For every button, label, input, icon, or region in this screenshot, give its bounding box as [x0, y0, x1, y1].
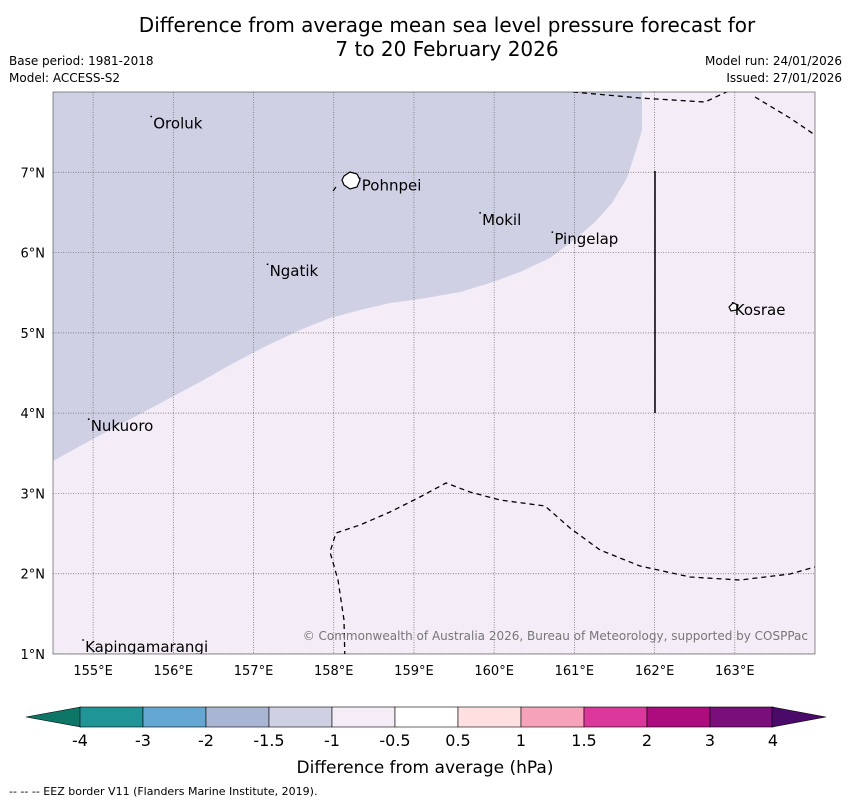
- colorbar-segment: [583, 706, 648, 728]
- colorbar-segment: [520, 706, 585, 728]
- lat-tick-label: 6°N: [21, 247, 46, 262]
- title-line-1: Difference from average mean sea level p…: [138, 13, 756, 37]
- colorbar-segment: [79, 706, 144, 728]
- map-frame: [52, 91, 816, 655]
- colorbar-tick-label: -2: [198, 731, 214, 750]
- meta-left: Base period: 1981-2018 Model: ACCESS-S2: [9, 53, 154, 87]
- place-label: Oroluk: [153, 115, 202, 133]
- lon-tick-label: 161°E: [555, 664, 595, 679]
- lon-tick-label: 155°E: [73, 664, 113, 679]
- lat-tick-label: 7°N: [21, 166, 46, 181]
- eez-border: [329, 92, 815, 654]
- lon-tick-label: 156°E: [154, 664, 194, 679]
- place-label: Ngatik: [270, 262, 319, 280]
- lon-tick-label: 162°E: [635, 664, 675, 679]
- place-labels: Oroluk Pohnpei Mokil Pingelap Ngatik Kosrae Nu…: [82, 115, 786, 656]
- meta-right: Model run: 24/01/2026 Issued: 27/01/2026: [705, 53, 842, 87]
- colorbar-tick-label: -1.5: [253, 731, 284, 750]
- chart-title: Difference from average mean sea level p…: [0, 13, 850, 61]
- colorbar-segment: [142, 706, 207, 728]
- lon-tick-label: 163°E: [715, 664, 755, 679]
- lat-tick-label: 5°N: [21, 327, 46, 342]
- place-label: Kosrae: [735, 301, 786, 319]
- place-marker: [731, 301, 734, 304]
- colorbar-tick-label: 4: [768, 731, 778, 750]
- colorbar-segment: [394, 706, 459, 728]
- negative-anomaly-region: [53, 92, 642, 461]
- colorbar: -4 -3 -2 -1.5 -1 -0.5 0.5 1 1.5 2 3 4: [25, 706, 827, 750]
- place-marker: [358, 177, 361, 180]
- lat-tick-label: 1°N: [21, 648, 46, 663]
- latitude-tick-labels: 1°N 2°N 3°N 4°N 5°N 6°N 7°N: [21, 166, 46, 663]
- place-label: Pingelap: [554, 230, 618, 248]
- colorbar-tick-label: -1: [324, 731, 340, 750]
- place-label: Mokil: [482, 211, 521, 229]
- model-run: Model run: 24/01/2026: [704, 54, 842, 68]
- longitude-tick-labels: 155°E 156°E 157°E 158°E 159°E 160°E 161°E 162°E…: [73, 664, 754, 679]
- lat-tick-label: 2°N: [21, 568, 46, 583]
- colorbar-segment: [268, 706, 333, 728]
- copyright-notice: © Commonwealth of Australia 2026, Bureau…: [303, 629, 808, 643]
- island-outlines: [332, 171, 739, 312]
- colorbar-tick-label: -4: [72, 731, 88, 750]
- colorbar-segment: [331, 706, 396, 728]
- place-label: Nukuoro: [91, 417, 154, 435]
- colorbar-extend-high: [771, 706, 827, 728]
- place-marker: [82, 639, 84, 641]
- colorbar-segment: [646, 706, 711, 728]
- pohnpei-island: [341, 171, 361, 190]
- eez-legend-note: -- -- -- EEZ border V11 (Flanders Marine…: [9, 785, 318, 798]
- lon-tick-label: 157°E: [234, 664, 274, 679]
- lat-tick-label: 3°N: [21, 487, 46, 502]
- place-marker: [551, 231, 554, 234]
- place-label: Kapingamarangi: [85, 638, 208, 656]
- colorbar-segment: [709, 706, 774, 728]
- colorbar-tick-label: 0.5: [445, 731, 470, 750]
- colorbar-tick-label: 1.5: [571, 731, 596, 750]
- lat-tick-label: 4°N: [21, 407, 46, 422]
- model-name: Model: ACCESS-S2: [9, 71, 121, 85]
- colorbar-segment: [205, 706, 270, 728]
- issued-date: Issued: 27/01/2026: [726, 71, 842, 85]
- colorbar-label: Difference from average (hPa): [297, 758, 554, 778]
- lon-tick-label: 159°E: [394, 664, 434, 679]
- place-marker: [150, 115, 153, 118]
- title-line-2: 7 to 20 February 2026: [335, 37, 559, 61]
- base-period: Base period: 1981-2018: [9, 54, 154, 68]
- colorbar-tick-label: -0.5: [379, 731, 410, 750]
- colorbar-extend-low: [25, 706, 82, 728]
- colorbar-tick-label: 3: [705, 731, 715, 750]
- kosrae-island: [728, 302, 739, 312]
- colorbar-tick-label: -3: [135, 731, 151, 750]
- colorbar-tick-label: 1: [516, 731, 526, 750]
- place-marker: [479, 211, 482, 214]
- pohnpei-reef: [332, 186, 337, 192]
- lon-tick-label: 160°E: [474, 664, 514, 679]
- place-label: Pohnpei: [362, 176, 422, 194]
- colorbar-segment: [457, 706, 522, 728]
- colorbar-tick-label: 2: [642, 731, 652, 750]
- place-marker: [87, 418, 90, 421]
- place-marker: [266, 263, 269, 266]
- lon-tick-label: 158°E: [314, 664, 354, 679]
